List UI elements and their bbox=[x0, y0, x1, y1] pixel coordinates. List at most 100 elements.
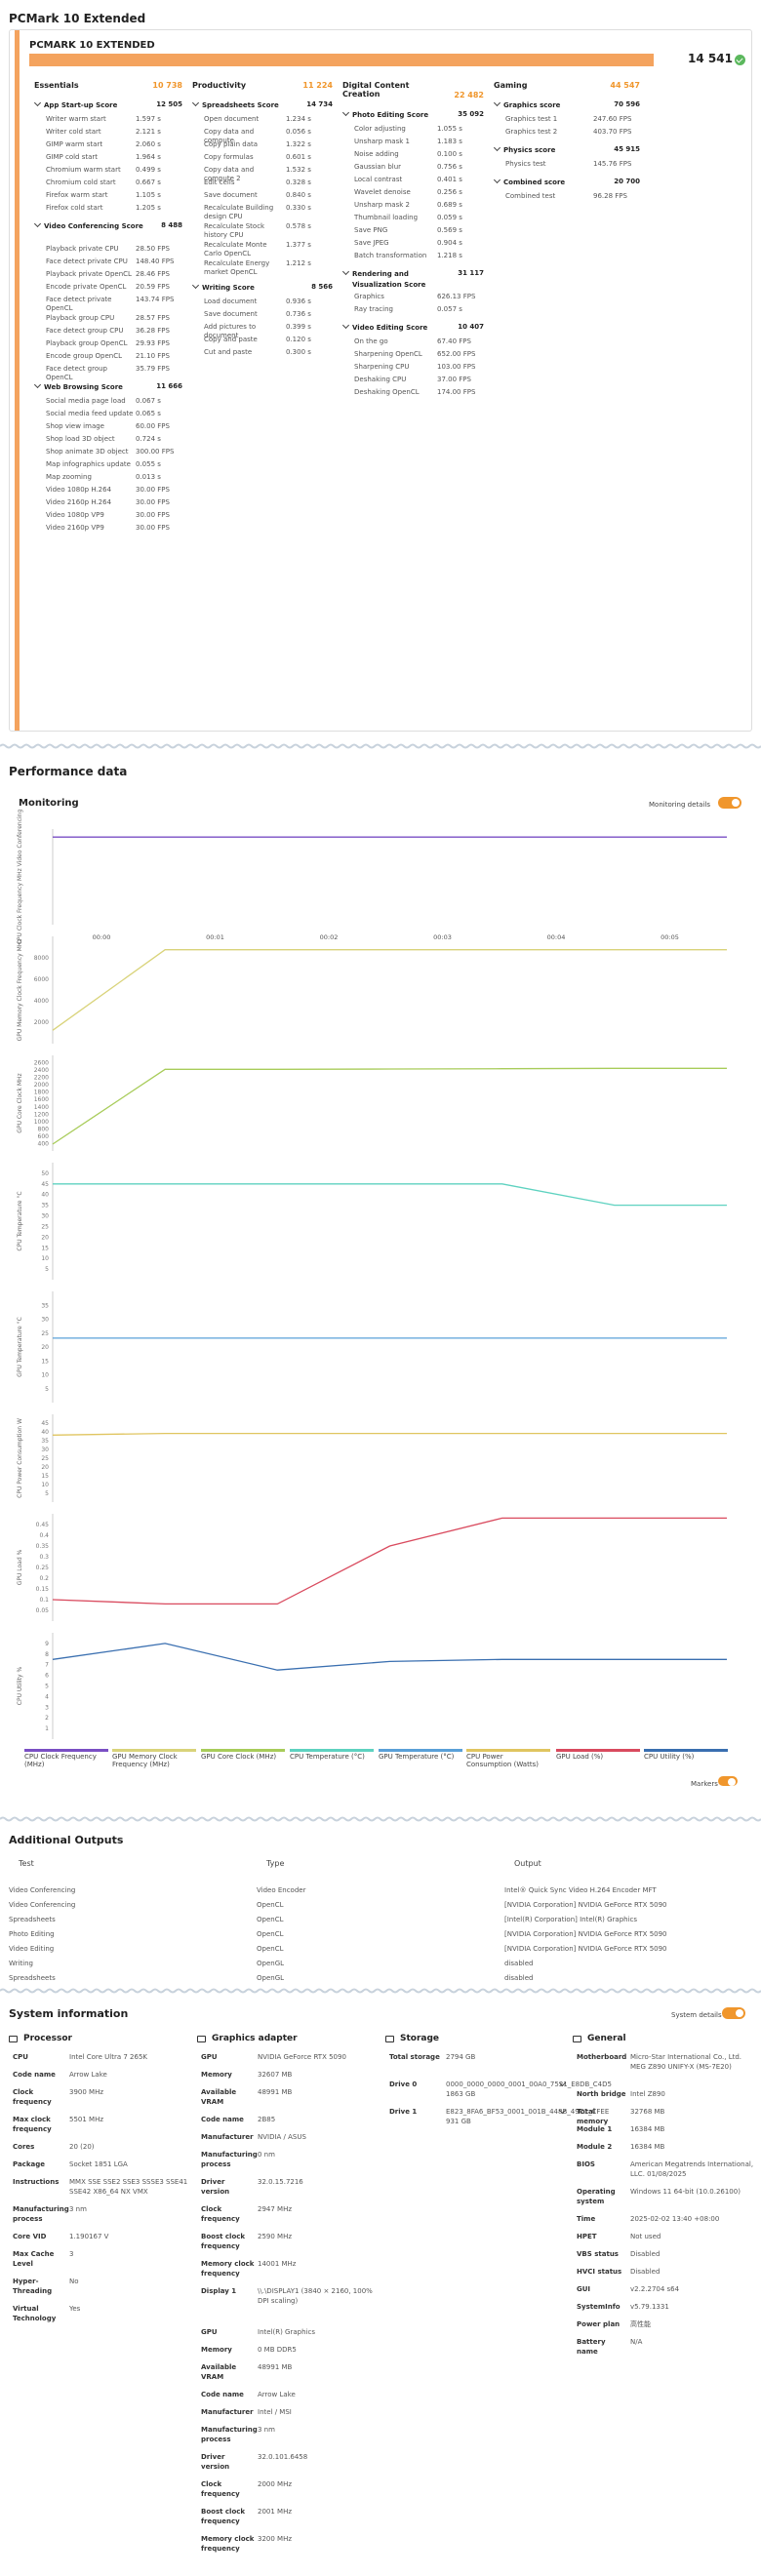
group-score: 8 566 bbox=[311, 283, 333, 291]
legend-item[interactable]: CPU Power Consumption (Watts) bbox=[466, 1749, 550, 1768]
group-score: 31 117 bbox=[458, 269, 484, 277]
result-row: Ray tracing 0.057 s bbox=[354, 305, 484, 314]
series-line bbox=[52, 1517, 727, 1605]
markers-toggle[interactable] bbox=[718, 1776, 738, 1786]
y-tick-label: 15 bbox=[41, 1473, 49, 1480]
result-label: Load document bbox=[204, 297, 258, 305]
info-value: 32607 MB bbox=[258, 2071, 293, 2079]
info-value: 3 bbox=[69, 2250, 74, 2258]
score-group-header[interactable]: Rendering and Visualization Score 31 117 bbox=[341, 267, 484, 291]
section-divider bbox=[0, 743, 761, 749]
table-cell: OpenGL bbox=[257, 1960, 285, 1967]
result-row: GIMP cold start 1.964 s bbox=[46, 153, 182, 162]
check-icon bbox=[735, 55, 745, 65]
result-row: Recalculate Building design CPU 0.330 s bbox=[204, 204, 333, 221]
y-tick-label: 0.4 bbox=[39, 1532, 49, 1539]
result-row: Social media feed update 0.065 s bbox=[46, 410, 182, 418]
result-value: 60.00 FPS bbox=[136, 422, 170, 430]
legend-item[interactable]: GPU Memory Clock Frequency (MHz) bbox=[112, 1749, 196, 1768]
score-group-header[interactable]: Graphics score 70 596 bbox=[493, 99, 640, 109]
result-label: Face detect group CPU bbox=[46, 327, 124, 335]
result-label: Noise adding bbox=[354, 150, 399, 158]
group-label: Combined score bbox=[503, 178, 566, 186]
result-row: Recalculate Stock history CPU 0.578 s bbox=[204, 222, 333, 240]
legend-swatch bbox=[201, 1749, 285, 1752]
result-value: 0.736 s bbox=[286, 310, 311, 318]
score-group-header[interactable]: Writing Score 8 566 bbox=[191, 281, 333, 292]
info-key: Manufacturer bbox=[201, 2133, 254, 2141]
result-row: Shop load 3D object 0.724 s bbox=[46, 435, 182, 444]
table-cell: OpenCL bbox=[257, 1916, 284, 1923]
legend-item[interactable]: GPU Load (%) bbox=[556, 1749, 640, 1761]
result-label: Unsharp mask 1 bbox=[354, 138, 410, 145]
result-label: Save document bbox=[204, 310, 258, 318]
y-tick-label: 30 bbox=[41, 1447, 49, 1453]
result-label: Shop load 3D object bbox=[46, 435, 115, 443]
legend-item[interactable]: GPU Core Clock (MHz) bbox=[201, 1749, 285, 1761]
monitoring-title: Monitoring bbox=[19, 798, 79, 809]
result-value: 20.59 FPS bbox=[136, 283, 170, 291]
result-value: 0.667 s bbox=[136, 178, 161, 186]
info-key: Display 1 bbox=[201, 2287, 237, 2295]
result-label: Copy formulas bbox=[204, 153, 254, 161]
storage-heading: Storage bbox=[400, 2034, 440, 2043]
result-label: Face detect group OpenCL bbox=[46, 365, 108, 381]
y-tick-label: 45 bbox=[41, 1420, 49, 1427]
monitoring-details-toggle[interactable] bbox=[718, 797, 741, 809]
result-value: 1.218 s bbox=[437, 252, 462, 259]
info-value: 32.0.15.7216 bbox=[258, 2178, 303, 2186]
table-cell: Video Conferencing bbox=[9, 1886, 76, 1894]
drive-icon bbox=[385, 2036, 394, 2042]
result-value: 0.499 s bbox=[136, 166, 161, 174]
y-tick-label: 45 bbox=[41, 1181, 49, 1188]
info-value: 48991 MB bbox=[258, 2363, 293, 2371]
result-row: Face detect group OpenCL 35.79 FPS bbox=[46, 365, 182, 382]
result-value: 0.569 s bbox=[437, 226, 462, 234]
result-value: 0.601 s bbox=[286, 153, 311, 161]
info-value: 0000_0000_0000_0001_00A0_7521_E8DB_C4D5 … bbox=[446, 2081, 612, 2098]
score-group-header[interactable]: Spreadsheets Score 14 734 bbox=[191, 99, 333, 109]
table-cell: Writing bbox=[9, 1960, 33, 1967]
legend-item[interactable]: CPU Utility (%) bbox=[644, 1749, 728, 1761]
system-details-toggle[interactable] bbox=[722, 2007, 745, 2019]
legend-label: GPU Memory Clock Frequency (MHz) bbox=[112, 1753, 178, 1768]
score-group-header[interactable]: Video Conferencing Score 8 488 bbox=[33, 219, 182, 232]
score-group-header[interactable]: Video Editing Score 10 407 bbox=[341, 321, 484, 332]
info-value: Arrow Lake bbox=[258, 2391, 296, 2398]
processor-heading: Processor bbox=[23, 2034, 72, 2043]
result-label: Copy and paste bbox=[204, 336, 258, 343]
info-value: 3 nm bbox=[69, 2205, 87, 2213]
legend-item[interactable]: CPU Temperature (°C) bbox=[290, 1749, 374, 1761]
y-tick-label: 6000 bbox=[34, 976, 49, 983]
result-row: Wavelet denoise 0.256 s bbox=[354, 188, 484, 197]
info-key: HVCI status bbox=[577, 2268, 622, 2276]
score-group-header[interactable]: Combined score 20 700 bbox=[493, 176, 640, 186]
y-axis-label: CPU Utility % bbox=[17, 1667, 23, 1706]
score-group-header[interactable]: Web Browsing Score 11 666 bbox=[33, 380, 182, 391]
info-value: American Megatrends International, LLC. … bbox=[630, 2160, 754, 2178]
result-row: On the go 67.40 FPS bbox=[354, 337, 484, 346]
info-key: Module 1 bbox=[577, 2125, 613, 2133]
group-score: 11 666 bbox=[156, 382, 182, 390]
legend-item[interactable]: CPU Clock Frequency (MHz) bbox=[24, 1749, 108, 1768]
result-row: Copy data and compute 2 1.532 s bbox=[204, 166, 333, 183]
y-tick-label: 40 bbox=[41, 1429, 49, 1436]
result-label: Video 1080p VP9 bbox=[46, 511, 104, 519]
result-value: 0.059 s bbox=[437, 214, 462, 221]
result-value: 0.401 s bbox=[437, 176, 462, 183]
y-tick-label: 25 bbox=[41, 1223, 49, 1230]
score-group-header[interactable]: Physics score 45 915 bbox=[493, 143, 640, 154]
y-axis-label: CPU Clock Frequency MHz Video Conferenci… bbox=[17, 810, 23, 945]
legend-label: GPU Core Clock (MHz) bbox=[201, 1753, 277, 1761]
score-group-header[interactable]: App Start-up Score 12 505 bbox=[33, 99, 182, 109]
score-group-header[interactable]: Photo Editing Score 35 092 bbox=[341, 108, 484, 119]
y-tick-label: 20 bbox=[41, 1464, 49, 1471]
table-header: Type bbox=[266, 1859, 285, 1868]
info-value: Intel(R) Graphics bbox=[258, 2328, 315, 2336]
info-key: CPU bbox=[13, 2053, 28, 2061]
result-row: Map zooming 0.013 s bbox=[46, 473, 182, 482]
y-tick-label: 3 bbox=[45, 1704, 49, 1711]
legend-item[interactable]: GPU Temperature (°C) bbox=[379, 1749, 462, 1761]
result-value: 0.399 s bbox=[286, 323, 311, 331]
y-axis-label: GPU Temperature °C bbox=[17, 1317, 23, 1377]
